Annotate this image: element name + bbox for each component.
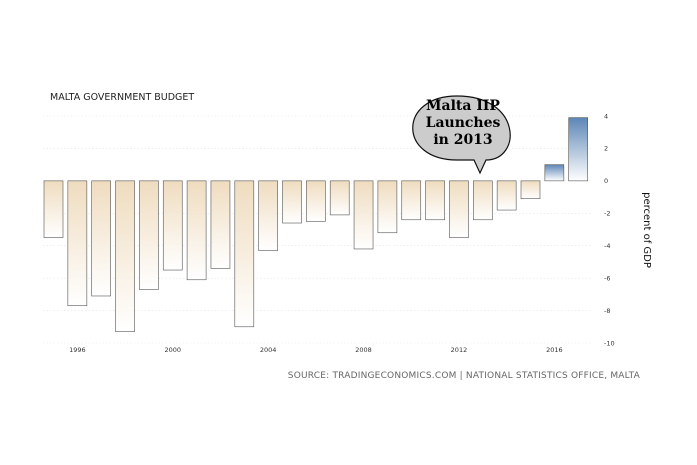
x-tick-label: 2004	[260, 346, 277, 354]
bar-2012	[449, 180, 469, 238]
x-tick-label: 1996	[69, 346, 86, 354]
y-tick-label: 0	[604, 177, 608, 185]
y-tick-label: -2	[604, 210, 610, 218]
x-axis-ticks: 1996 2000 2004 2008 2012 2016	[69, 346, 563, 354]
bar-2001	[186, 180, 207, 281]
y-tick-label: 4	[604, 112, 608, 120]
callout-line-2: Launches	[426, 115, 501, 131]
bar-2014	[496, 180, 517, 211]
bar-2004	[258, 180, 278, 251]
bars	[43, 117, 589, 332]
bar-2010	[401, 180, 422, 221]
y-tick-label: 2	[604, 145, 608, 153]
bar-1998	[115, 180, 135, 332]
chart-title: MALTA GOVERNMENT BUDGET	[50, 92, 194, 103]
bar-2006	[306, 180, 326, 222]
callout-line-3: in 2013	[433, 132, 492, 148]
bar-2005	[282, 180, 302, 224]
bar-2002	[210, 180, 231, 269]
y-tick-label: -4	[604, 242, 610, 250]
x-tick-label: 2008	[355, 346, 372, 354]
bar-1997	[91, 180, 111, 297]
bar-1999	[139, 180, 159, 290]
y-tick-label: -6	[604, 274, 610, 282]
callout-bubble: Malta IIP Launches in 2013	[412, 95, 511, 175]
bar-2007	[329, 180, 350, 216]
y-tick-label: -10	[604, 339, 615, 347]
x-tick-label: 2016	[546, 346, 563, 354]
bar-2016	[544, 164, 565, 182]
y-tick-label: -8	[604, 307, 610, 315]
bar-1995	[43, 180, 64, 238]
bar-2015	[520, 180, 541, 200]
bar-2017	[568, 117, 589, 182]
y-axis-label: percent of GDP	[641, 192, 652, 268]
x-tick-label: 2012	[451, 346, 468, 354]
x-tick-label: 2000	[164, 346, 181, 354]
bar-1996	[67, 180, 88, 307]
bar-2003	[234, 180, 255, 328]
y-axis-ticks: 4 2 0 -2 -4 -6 -8 -10	[604, 112, 615, 347]
bar-2000	[162, 180, 183, 271]
bar-2011	[425, 180, 445, 221]
callout-bubble-shape	[412, 95, 511, 175]
callout-line-1: Malta IIP	[426, 98, 500, 114]
bar-2008	[353, 180, 374, 250]
bar-2009	[377, 180, 398, 234]
source-note: SOURCE: TRADINGECONOMICS.COM | NATIONAL …	[288, 371, 641, 381]
bar-2013	[472, 180, 493, 221]
